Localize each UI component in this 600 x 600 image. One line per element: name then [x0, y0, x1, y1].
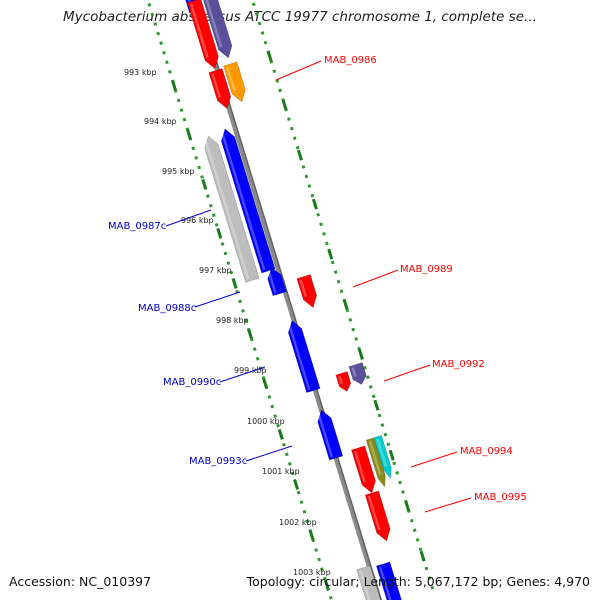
gene-label-mab-0995[interactable]: MAB_0995 [474, 492, 527, 503]
gene-block-highlight [220, 131, 266, 271]
kbp-major-tick [293, 479, 300, 490]
gene-block-highlight [189, 3, 209, 59]
gene-block-highlight [317, 412, 334, 458]
kbp-major-tick [342, 298, 349, 310]
gene-block-highlight [379, 566, 392, 600]
gene-block[interactable] [376, 561, 402, 600]
gene-label-mab-0986[interactable]: MAB_0986 [324, 55, 377, 66]
gene-block-mab-0995[interactable] [364, 490, 391, 542]
kbp-major-tick [419, 550, 426, 562]
map-title: Mycobacterium abscessus ATCC 19977 chrom… [63, 9, 537, 25]
kbp-major-tick [171, 80, 177, 91]
kbp-label: 1000 kbp [247, 417, 285, 426]
gene-block[interactable] [202, 0, 233, 59]
gene-block-highlight [367, 495, 381, 531]
label-leader-line [352, 269, 399, 288]
gene-block-highlight [211, 73, 222, 98]
kbp-major-tick [357, 348, 364, 360]
gene-label-mab-0992[interactable]: MAB_0992 [432, 359, 485, 370]
label-leader-line [194, 291, 241, 308]
gene-label-mab-0987c[interactable]: MAB_0987c [108, 221, 166, 232]
gene-block-mab-0993c[interactable] [317, 409, 344, 461]
gene-block-highlight [205, 0, 223, 48]
label-leader-line [165, 209, 212, 227]
kbp-major-tick [262, 378, 269, 389]
kbp-label: 1002 kbp [279, 518, 317, 527]
kbp-major-tick [327, 248, 334, 260]
kbp-major-tick [216, 228, 223, 239]
gene-label-mab-0990c[interactable]: MAB_0990c [163, 377, 221, 388]
genome-summary-text: Topology: circular; Length: 5,067,172 bp… [246, 574, 590, 589]
kbp-major-tick [281, 99, 288, 111]
tick-rail-right [250, 0, 436, 595]
gene-block-highlight [376, 438, 388, 468]
gene-block[interactable] [204, 135, 260, 283]
kbp-major-tick [308, 530, 315, 541]
kbp-major-tick [186, 129, 192, 140]
gene-label-mab-0989[interactable]: MAB_0989 [400, 264, 453, 275]
kbp-label: 993 kbp [124, 68, 157, 77]
kbp-label: 999 kbp [234, 366, 267, 375]
kbp-major-tick [404, 500, 411, 512]
gene-label-mab-0994[interactable]: MAB_0994 [460, 446, 513, 457]
kbp-label: 994 kbp [144, 117, 177, 126]
label-leader-line [424, 497, 472, 513]
gene-block-highlight [267, 270, 277, 294]
label-leader-line [219, 366, 266, 383]
kbp-major-tick [388, 449, 395, 461]
kbp-label: 1001 kbp [262, 467, 300, 476]
gene-block-highlight [354, 450, 366, 483]
kbp-major-tick [201, 179, 208, 190]
gene-block[interactable] [335, 371, 352, 392]
gene-block-mab-0986[interactable] [208, 68, 232, 110]
gene-block-highlight [287, 323, 311, 390]
gene-block-mab-0988c[interactable] [267, 267, 287, 297]
gene-block[interactable] [356, 565, 384, 600]
kbp-label: 997 kbp [199, 266, 232, 275]
gene-block-highlight [368, 440, 382, 476]
gene-block-mab-0992[interactable] [348, 362, 367, 385]
gene-block-mab-0986b[interactable] [223, 61, 246, 103]
kbp-major-tick [296, 149, 303, 161]
accession-text: Accession: NC_010397 [9, 574, 152, 589]
tick-rail-left [147, 3, 333, 600]
kbp-label: 998 kbp [216, 316, 249, 325]
gene-block-highlight [204, 138, 250, 280]
gene-block[interactable] [187, 0, 219, 70]
gene-label-mab-0993c[interactable]: MAB_0993c [189, 456, 247, 467]
kbp-major-tick [266, 50, 273, 62]
gene-block-mab-0989[interactable] [296, 274, 318, 309]
kbp-major-tick [246, 328, 253, 339]
kbp-major-tick [373, 399, 380, 411]
gene-label-mab-0988c[interactable]: MAB_0988c [138, 303, 196, 314]
gene-block-mab-0990c[interactable] [287, 320, 321, 393]
gene-block-highlight [226, 66, 236, 92]
label-leader-line [410, 451, 458, 468]
gene-block[interactable] [365, 437, 386, 488]
label-leader-line [383, 364, 431, 382]
gene-block-mab-0987c[interactable] [220, 128, 276, 274]
gene-block[interactable] [351, 445, 376, 494]
kbp-label: 1003 kbp [293, 568, 331, 577]
gene-block-highlight [351, 367, 357, 377]
label-leader-line [245, 445, 293, 462]
kbp-major-tick [311, 198, 318, 210]
gene-block-highlight [299, 279, 307, 297]
kbp-major-tick [324, 580, 330, 591]
kbp-label: 996 kbp [181, 216, 214, 225]
kbp-major-tick [231, 278, 238, 289]
gene-block-highlight [338, 375, 344, 385]
gene-block-mab-0994[interactable] [373, 435, 392, 480]
kbp-label: 995 kbp [162, 167, 195, 176]
gene-block-highlight [359, 570, 371, 600]
kbp-major-tick [277, 429, 284, 440]
label-leader-line [275, 60, 322, 81]
